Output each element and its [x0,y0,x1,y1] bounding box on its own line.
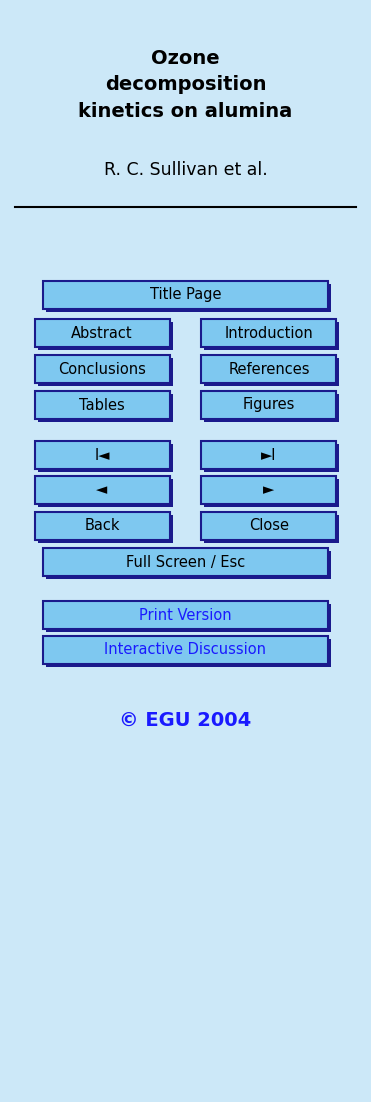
Bar [37,479,173,507]
Bar [201,512,336,540]
Bar [35,441,170,469]
Bar [204,444,339,472]
Text: Introduction: Introduction [224,325,313,341]
Bar [43,548,328,576]
Text: Close: Close [249,519,289,533]
Bar [43,281,328,309]
Text: ◄: ◄ [96,483,108,497]
Bar [35,355,170,383]
Text: Full Screen / Esc: Full Screen / Esc [126,554,245,570]
Text: Tables: Tables [79,398,125,412]
Text: © EGU 2004: © EGU 2004 [119,711,252,730]
Bar [37,395,173,422]
Text: ►: ► [263,483,275,497]
Bar [46,639,331,667]
Bar [204,515,339,543]
Text: ►I: ►I [261,447,277,463]
Bar [46,604,331,633]
Bar [204,358,339,386]
Bar [35,318,170,347]
Text: Abstract: Abstract [71,325,133,341]
Bar [46,284,331,312]
Bar [204,322,339,350]
Text: R. C. Sullivan et al.: R. C. Sullivan et al. [104,161,267,179]
Text: Title Page: Title Page [150,288,221,303]
Bar [35,476,170,504]
Bar [46,551,331,579]
Bar [37,322,173,350]
Text: References: References [228,361,310,377]
Bar [43,636,328,665]
Text: I◄: I◄ [94,447,110,463]
Bar [204,479,339,507]
Text: Back: Back [84,519,120,533]
Bar [35,512,170,540]
Bar [37,358,173,386]
Text: Interactive Discussion: Interactive Discussion [105,642,266,658]
Text: Print Version: Print Version [139,607,232,623]
Text: Figures: Figures [243,398,295,412]
Bar [43,601,328,629]
Bar [35,391,170,419]
Bar [201,391,336,419]
Bar [37,515,173,543]
Bar [201,441,336,469]
Bar [201,355,336,383]
Text: Ozone
decomposition
kinetics on alumina: Ozone decomposition kinetics on alumina [78,48,293,121]
Bar [201,476,336,504]
Bar [204,395,339,422]
Bar [37,444,173,472]
Text: Conclusions: Conclusions [58,361,146,377]
Bar [201,318,336,347]
